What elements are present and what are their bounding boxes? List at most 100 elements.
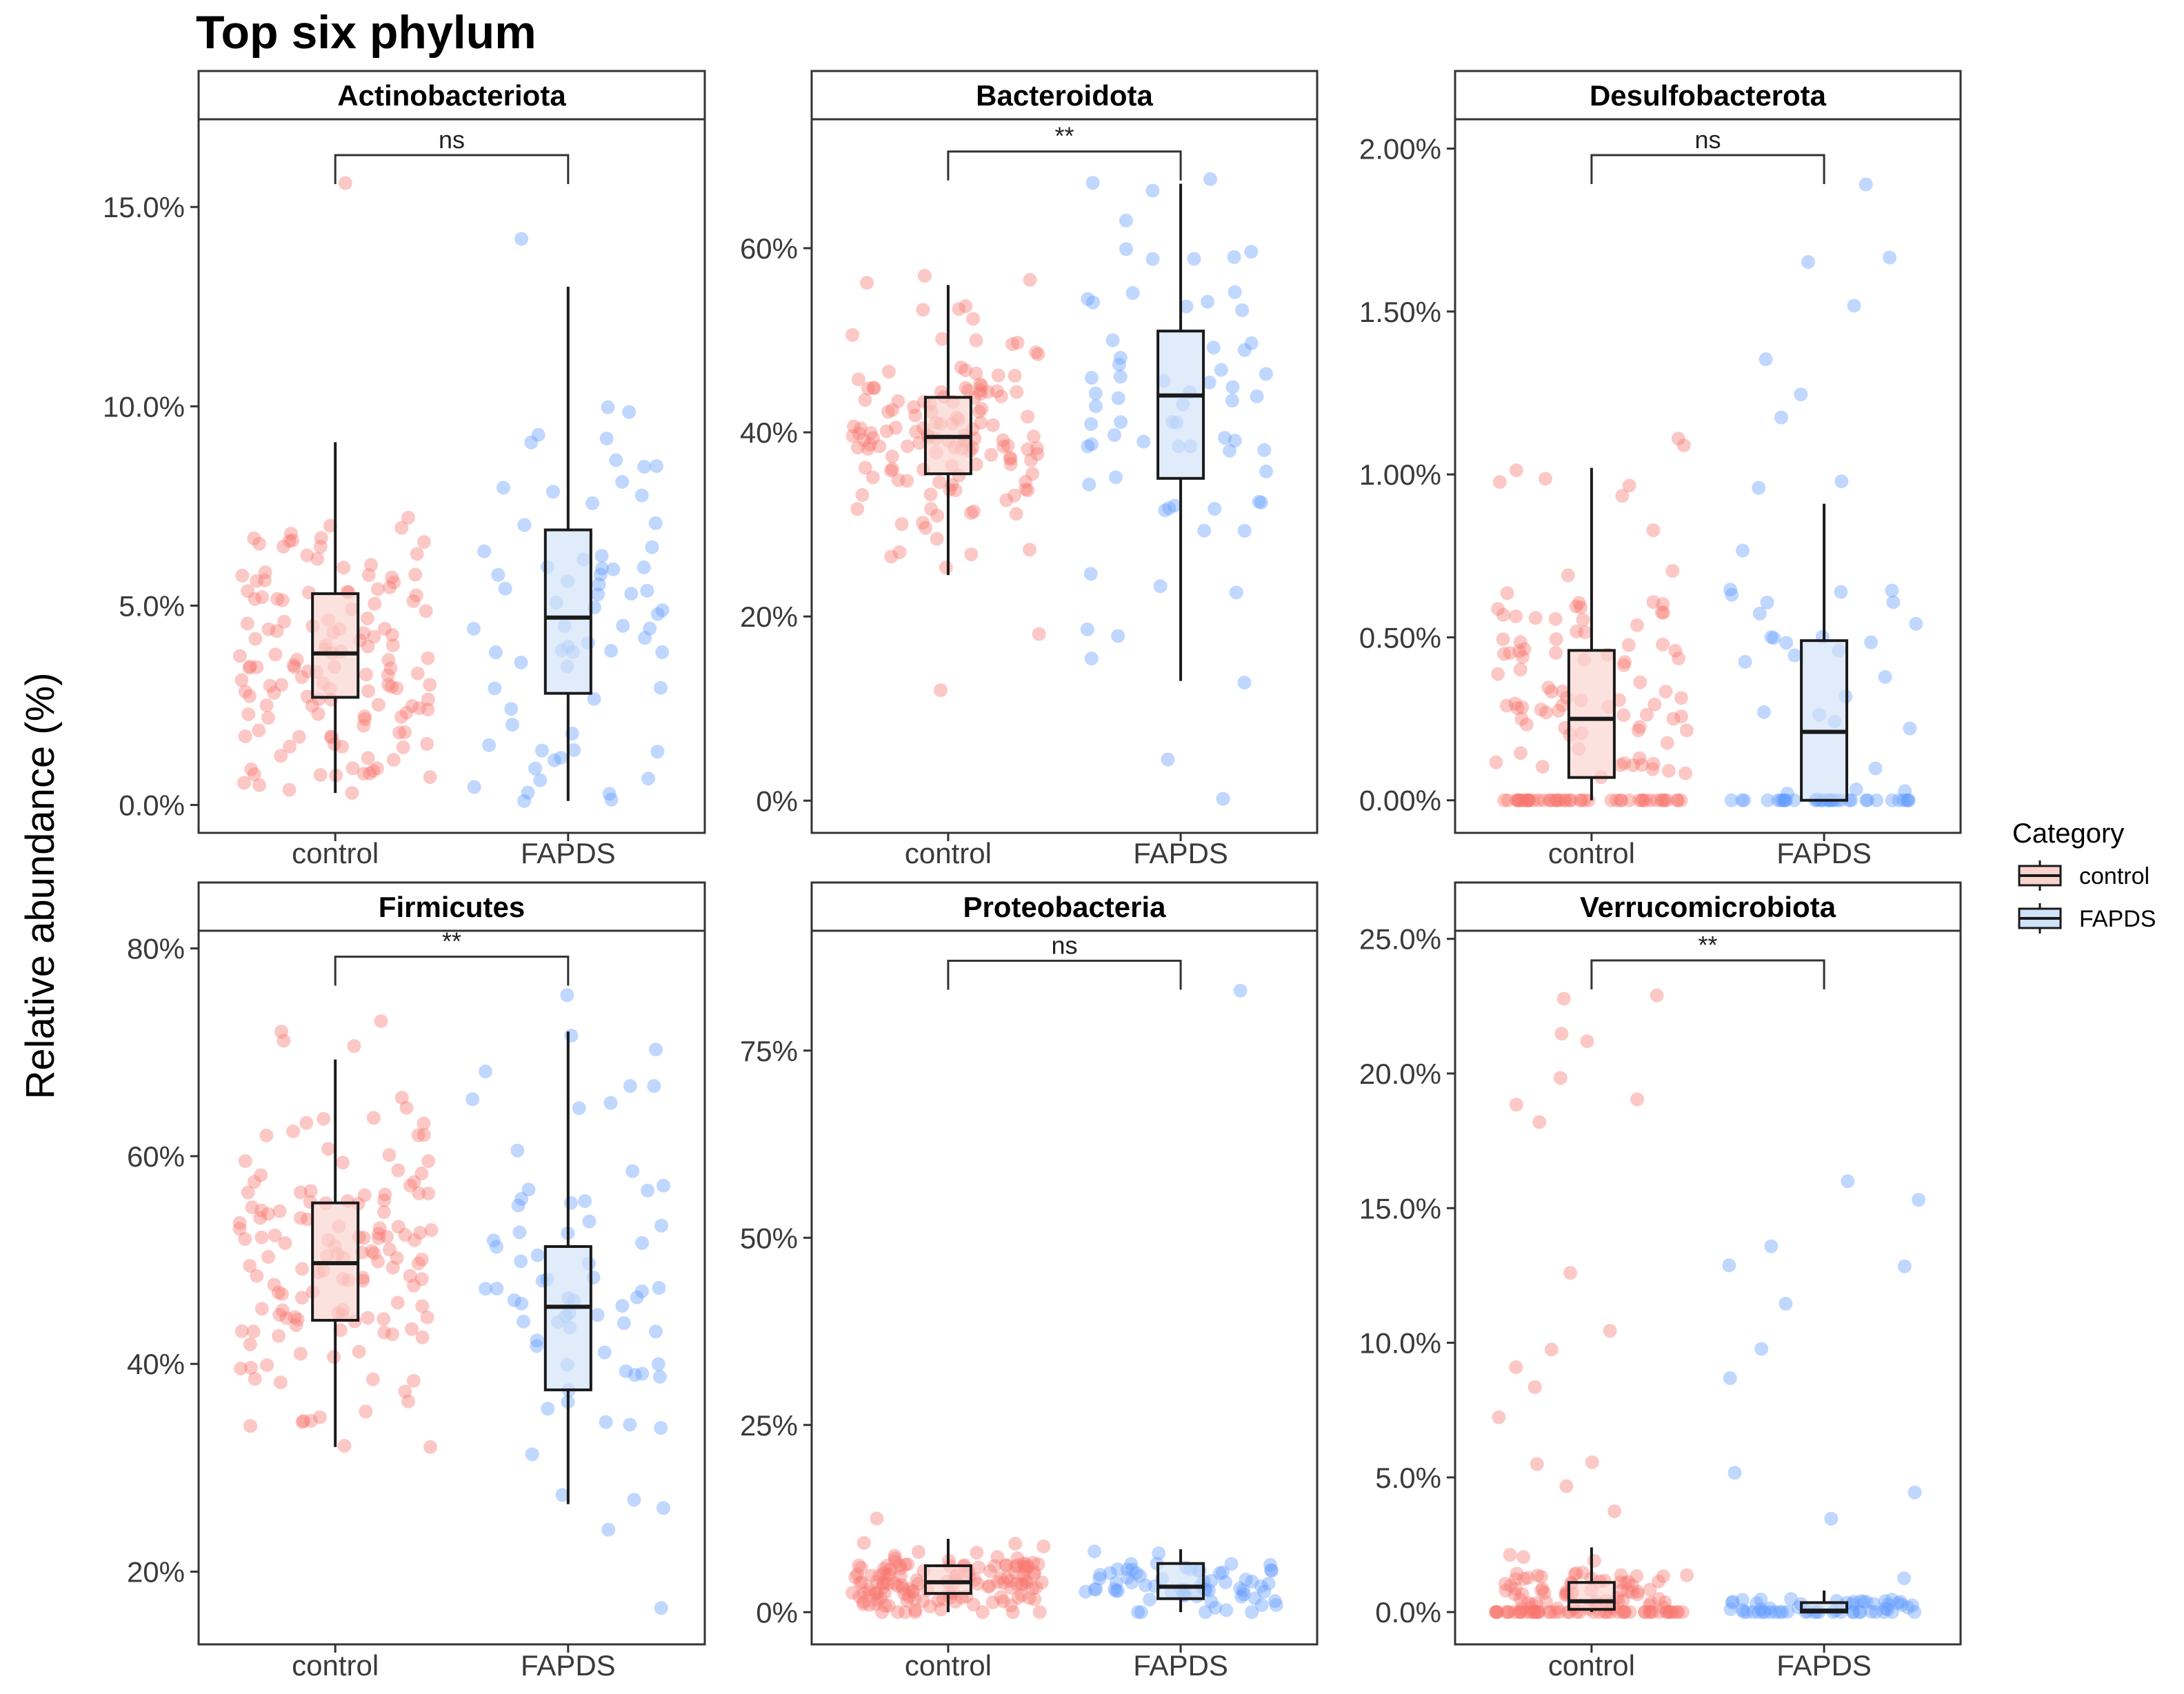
data-point	[637, 631, 652, 645]
y-tick-label: 40%	[127, 1348, 185, 1380]
data-point	[370, 582, 385, 596]
data-point	[854, 1560, 868, 1575]
data-point	[243, 1337, 257, 1351]
data-point	[910, 1573, 924, 1587]
data-point	[1856, 1594, 1871, 1609]
data-point	[1492, 1410, 1506, 1424]
data-point	[1652, 1605, 1666, 1620]
data-point	[1023, 272, 1037, 287]
data-point	[1089, 1582, 1103, 1596]
data-point	[1737, 793, 1752, 807]
data-point	[1237, 343, 1252, 357]
data-point	[277, 614, 292, 629]
data-point	[1503, 1579, 1518, 1593]
data-point	[653, 680, 668, 695]
data-point	[283, 527, 298, 541]
data-point	[287, 660, 301, 674]
box-control	[923, 1564, 972, 1595]
data-point	[870, 1511, 884, 1526]
data-point	[1897, 1571, 1912, 1586]
data-point	[1528, 611, 1543, 625]
data-point	[278, 1236, 292, 1250]
data-point	[357, 1188, 372, 1202]
data-point	[1650, 793, 1664, 807]
data-point	[406, 1373, 421, 1388]
data-point	[1617, 756, 1632, 770]
data-point	[1656, 597, 1670, 612]
data-point	[245, 1200, 259, 1215]
data-point	[1754, 1342, 1769, 1356]
data-point	[1125, 286, 1140, 301]
data-point	[345, 761, 360, 776]
data-point	[654, 1601, 668, 1615]
data-point	[305, 698, 319, 713]
data-point	[578, 1194, 592, 1209]
data-point	[1551, 703, 1565, 718]
data-point	[496, 481, 510, 495]
data-point	[282, 534, 297, 548]
data-point	[401, 510, 415, 525]
data-point	[1778, 793, 1792, 807]
data-point	[1509, 1098, 1523, 1112]
panel-border	[810, 118, 1319, 834]
data-point	[599, 1415, 613, 1429]
data-point	[655, 603, 670, 618]
data-point	[410, 666, 425, 680]
data-point	[1514, 1601, 1529, 1615]
data-point	[1621, 1575, 1636, 1589]
data-point	[297, 1413, 311, 1428]
data-point	[1676, 438, 1691, 452]
data-point	[1787, 793, 1801, 807]
data-point	[1784, 1592, 1799, 1606]
data-point	[531, 427, 545, 442]
data-point	[865, 470, 880, 485]
data-point	[1259, 367, 1273, 381]
significance-label: ns	[1694, 125, 1721, 154]
data-point	[326, 1350, 341, 1364]
data-point	[424, 1223, 439, 1238]
data-point	[970, 1577, 985, 1591]
data-point	[1214, 363, 1228, 377]
data-point	[869, 1597, 883, 1611]
data-point	[868, 1586, 883, 1601]
data-point	[1248, 1591, 1262, 1606]
data-point	[411, 1128, 425, 1142]
data-point	[1224, 1557, 1239, 1571]
data-point	[1846, 1605, 1861, 1620]
data-point	[1225, 394, 1239, 408]
data-point	[260, 1358, 274, 1372]
data-point	[599, 432, 614, 446]
data-point	[876, 1580, 890, 1595]
x-tick-label: FAPDS	[1133, 1649, 1228, 1682]
data-point	[421, 702, 435, 716]
data-point	[1544, 1342, 1559, 1357]
y-tick-label: 20%	[127, 1556, 185, 1589]
data-point	[292, 729, 306, 744]
data-point	[1008, 1559, 1023, 1573]
legend-key-fapds: FAPDS	[2018, 903, 2156, 934]
data-point	[1143, 1593, 1157, 1607]
data-point	[234, 673, 249, 687]
data-point	[512, 1225, 527, 1240]
data-point	[1208, 502, 1222, 516]
data-point	[862, 1582, 876, 1597]
data-point	[273, 1375, 288, 1390]
data-point	[650, 607, 665, 621]
data-point	[411, 1256, 425, 1271]
data-point	[396, 740, 410, 754]
data-point	[1632, 793, 1647, 807]
data-point	[1233, 1581, 1248, 1595]
data-point	[641, 772, 656, 786]
significance-label: ns	[439, 125, 465, 154]
data-point	[851, 372, 865, 387]
data-point	[1031, 347, 1045, 361]
data-point	[1614, 758, 1628, 772]
data-point	[931, 1593, 945, 1608]
data-point	[1764, 630, 1779, 645]
data-point	[1615, 489, 1630, 503]
data-point	[1515, 1587, 1530, 1602]
data-point	[384, 680, 399, 694]
data-point	[1746, 1605, 1761, 1620]
data-point	[930, 508, 945, 523]
data-point	[990, 1575, 1005, 1589]
